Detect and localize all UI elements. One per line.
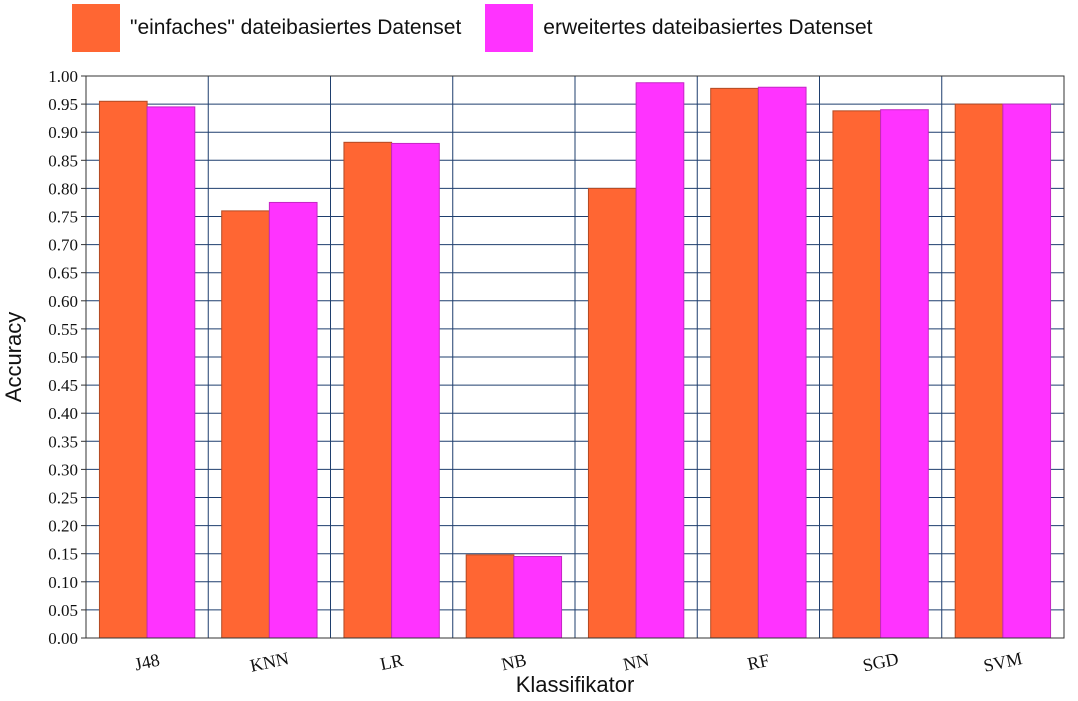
y-tick-label: 0.00 — [48, 629, 78, 648]
y-tick-label: 0.75 — [48, 208, 78, 227]
y-tick-label: 0.25 — [48, 489, 78, 508]
y-axis-title: Accuracy — [1, 312, 26, 402]
bar-svm-series-2 — [1002, 103, 1052, 639]
x-tick-label: LR — [378, 650, 405, 674]
y-tick-label: 0.40 — [48, 404, 78, 423]
y-tick-label: 0.05 — [48, 601, 78, 620]
x-tick-label: NB — [500, 650, 529, 675]
y-tick-label: 0.35 — [48, 432, 78, 451]
x-tick-label: NN — [621, 650, 651, 675]
bar-nn-series-2 — [635, 82, 685, 639]
legend-item-series-2: erweitertes dateibasiertes Datenset — [485, 4, 872, 52]
bars — [98, 82, 1052, 639]
y-tick-label: 0.95 — [48, 95, 78, 114]
bar-nb-series-1 — [465, 554, 515, 639]
x-axis-title: Klassifikator — [516, 672, 635, 697]
plot-frame — [85, 75, 1065, 639]
y-tick-label: 0.85 — [48, 151, 78, 170]
y-tick-label: 0.30 — [48, 460, 78, 479]
y-tick-label: 0.70 — [48, 236, 78, 255]
x-tick-label: J48 — [133, 650, 162, 675]
y-tick-label: 0.80 — [48, 179, 78, 198]
bar-knn-series-2 — [268, 201, 318, 639]
bar-sgd-series-2 — [880, 109, 929, 639]
legend: "einfaches" dateibasiertes Datenset erwe… — [72, 4, 896, 52]
bar-lr-series-2 — [391, 142, 440, 639]
y-tick-label: 0.45 — [48, 376, 78, 395]
x-tick-label: SVM — [982, 648, 1024, 676]
legend-swatch-series-2 — [485, 4, 534, 52]
y-tick-label: 0.60 — [48, 292, 78, 311]
y-tick-label: 1.00 — [48, 67, 78, 86]
y-tick-label: 0.10 — [48, 573, 78, 592]
y-tick-label: 0.65 — [48, 264, 78, 283]
y-tick-label: 0.50 — [48, 348, 78, 367]
bar-nb-series-2 — [513, 556, 563, 639]
bar-j48-series-2 — [146, 106, 196, 639]
x-tick-label: RF — [746, 650, 772, 674]
bar-rf-series-2 — [757, 86, 807, 639]
y-tick-label: 0.55 — [48, 320, 78, 339]
legend-label-series-1: "einfaches" dateibasiertes Datenset — [130, 16, 462, 39]
y-tick-label: 0.90 — [48, 123, 78, 142]
x-tick-label: KNN — [248, 648, 290, 676]
bar-nn-series-1 — [587, 187, 637, 639]
y-tick-label: 0.15 — [48, 545, 78, 564]
bar-svm-series-1 — [954, 103, 1004, 639]
bar-sgd-series-1 — [832, 110, 882, 639]
legend-swatch-series-1 — [72, 4, 120, 52]
bar-rf-series-1 — [710, 87, 759, 639]
legend-label-series-2: erweitertes dateibasiertes Datenset — [543, 16, 873, 39]
legend-item-series-1: "einfaches" dateibasiertes Datenset — [72, 4, 461, 52]
x-tick-label: SGD — [861, 648, 900, 675]
y-tick-label: 0.20 — [48, 517, 78, 536]
bar-lr-series-1 — [343, 141, 393, 639]
bar-j48-series-1 — [98, 100, 148, 639]
bar-knn-series-1 — [221, 210, 270, 639]
